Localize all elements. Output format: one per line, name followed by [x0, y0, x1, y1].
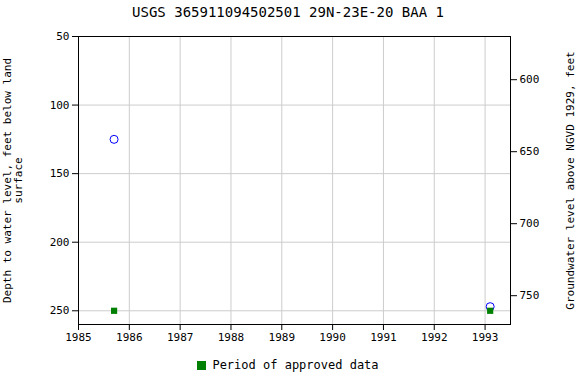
svg-text:1991: 1991 [370, 331, 397, 344]
svg-text:50: 50 [56, 30, 69, 43]
html-text:USGS 365911094502501 29N-23E-2: USGS 365911094502501 29N-23E-20 BAA 1 [132, 4, 444, 20]
html-text:Period of approved data: Period of approved data [212, 358, 379, 372]
svg-text:200: 200 [50, 236, 70, 249]
svg-text:150: 150 [50, 167, 70, 180]
svg-text:1993: 1993 [472, 331, 499, 344]
svg-text:1985: 1985 [65, 331, 92, 344]
svg-text:750: 750 [520, 289, 540, 302]
svg-text:1986: 1986 [116, 331, 143, 344]
svg-text:1987: 1987 [167, 331, 194, 344]
svg-text:1992: 1992 [421, 331, 448, 344]
svg-text:700: 700 [520, 217, 540, 230]
svg-text:250: 250 [50, 304, 70, 317]
svg-text:100: 100 [50, 99, 70, 112]
svg-text:1988: 1988 [218, 331, 245, 344]
svg-text:Depth to water level, feet bel: Depth to water level, feet below landsur… [1, 58, 25, 303]
svg-text:650: 650 [520, 145, 540, 158]
svg-text:1989: 1989 [269, 331, 296, 344]
svg-text:1990: 1990 [319, 331, 346, 344]
svg-text:Groundwater level above NGVD 1: Groundwater level above NGVD 1929, feet [564, 51, 576, 309]
svg-text:600: 600 [520, 73, 540, 86]
